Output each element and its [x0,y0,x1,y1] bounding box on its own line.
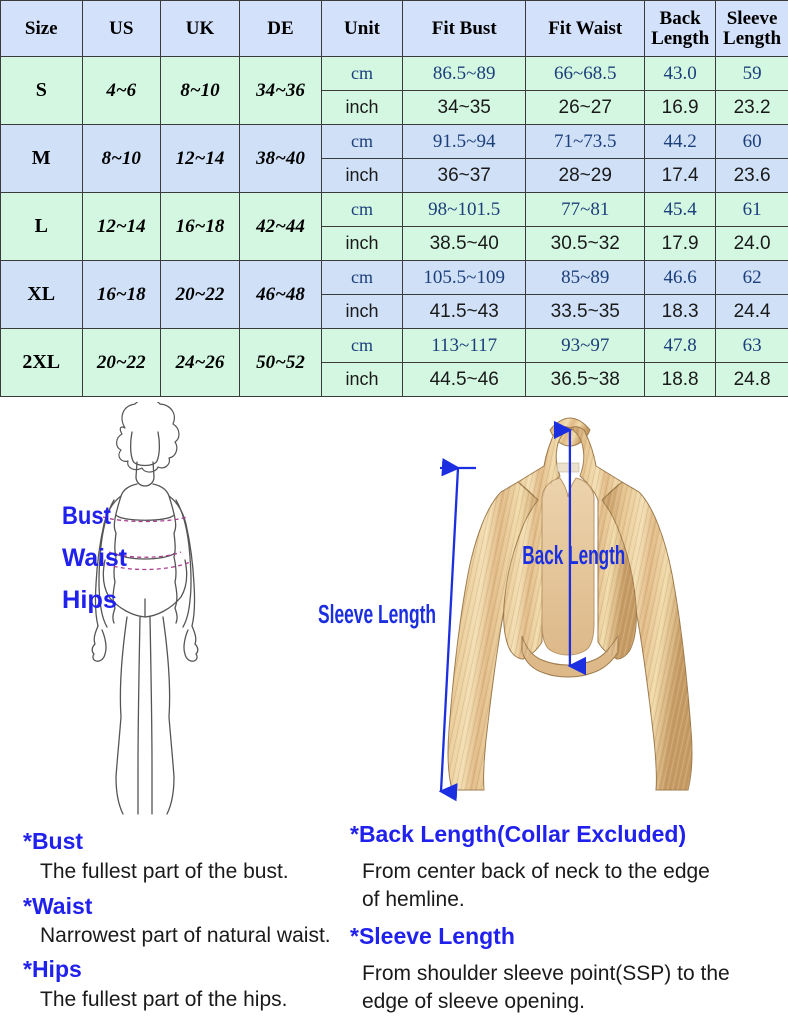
svg-text:Back Length: Back Length [522,542,625,570]
svg-text:Sleeve Length: Sleeve Length [318,601,436,629]
svg-text:Hips: Hips [62,586,117,614]
svg-text:Bust: Bust [62,502,112,530]
svg-text:Waist: Waist [62,544,128,572]
